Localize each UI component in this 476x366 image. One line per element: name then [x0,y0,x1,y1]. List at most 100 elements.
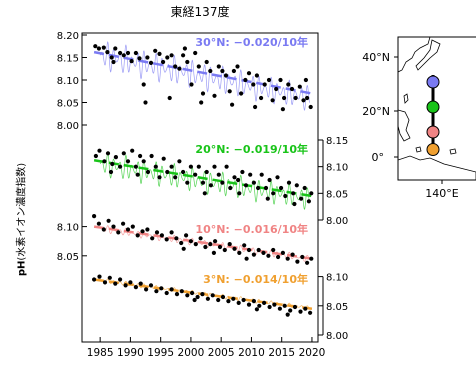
seasonal-cycle-line-0 [99,41,310,111]
map-land-japan [415,39,441,71]
data-point [105,50,110,55]
data-point [308,104,313,110]
data-point [203,244,208,250]
data-point [295,259,300,264]
data-point [121,151,126,156]
data-point [282,95,287,101]
data-point [228,185,233,191]
panel-2: 8.05 8.10 10°N: −0.016/10年 [57,214,314,265]
seasonal-cycle-line-2 [99,225,310,262]
data-point [140,229,145,234]
data-point [231,68,236,74]
data-point [174,236,179,241]
data-point [306,199,311,204]
data-point [174,292,180,297]
data-point [227,89,232,94]
data-point [232,246,237,251]
data-point [282,303,287,308]
data-point [212,93,217,98]
data-point [130,224,135,229]
data-point [173,175,178,180]
data-point [254,307,259,312]
data-point [216,297,221,303]
data-point [192,297,197,303]
data-point [254,73,259,78]
data-point [102,280,108,285]
data-point [200,91,206,96]
data-point [200,292,205,297]
data-point [213,239,218,244]
data-point [222,247,227,253]
y-tick-label: 8.05 [57,99,79,110]
data-point [300,254,305,260]
data-point [216,172,221,177]
data-point [251,299,256,304]
panel-1: 8.00 8.05 8.10 8.15 20°N: −0.019/10年 [93,136,348,227]
y-tick-label: 8.15 [326,136,348,147]
data-point [106,218,111,223]
data-point [198,236,203,241]
data-point [148,283,154,288]
plot-frame [81,32,319,343]
x-tick-label: 2015 [268,347,295,359]
data-point [173,64,178,69]
y-tick-label: 8.05 [326,302,348,313]
data-point [161,59,166,65]
data-point [289,86,295,92]
data-point [243,183,249,188]
data-point [230,102,235,107]
data-point [141,82,146,87]
data-point [181,53,186,58]
data-point [149,153,154,159]
y-tick-label: 8.05 [57,252,79,263]
data-point [193,172,198,177]
data-point [285,256,290,261]
data-point [276,254,281,260]
data-point [125,159,131,164]
data-point [302,185,307,191]
data-point [211,250,216,255]
data-point [271,247,276,253]
data-point [235,64,240,69]
data-point [179,289,184,294]
data-point [242,243,247,248]
map-lat-label-0: 0° [372,151,385,164]
map-land-islands [415,146,457,155]
data-point [299,196,304,201]
data-point [303,77,308,83]
data-point [164,237,169,242]
data-point [294,183,299,188]
data-point [159,286,164,291]
data-point [188,239,193,244]
data-point [150,236,155,241]
data-point [204,59,209,65]
data-point [92,277,97,282]
data-point [237,250,242,255]
x-tick-label: 1995 [147,347,174,359]
map-lon-label-140: 140°E [425,187,458,200]
data-point [144,287,149,292]
data-point [108,169,114,175]
data-point [262,82,267,87]
data-point [153,48,158,53]
station-marker-0 [426,75,440,89]
y-tick-label: 8.00 [57,121,79,132]
series-panels: 8.008.058.108.158.20 30°N: −0.020/10年8.00… [57,31,349,342]
data-point [153,164,158,169]
data-point [154,230,160,235]
data-point [259,172,264,177]
data-point [309,256,314,261]
panel-3: 8.00 8.05 8.10 3°N: −0.014/10年 [92,272,348,342]
data-point [179,240,184,246]
data-point [297,84,302,89]
data-point [278,77,283,83]
data-point [262,300,267,305]
data-point [113,46,118,51]
data-point [135,233,140,238]
y-tick-label: 8.10 [326,163,348,174]
data-point [125,50,131,56]
data-point [121,53,126,58]
data-point [286,180,292,185]
data-point [185,59,190,65]
x-tick-label: 2010 [238,347,265,359]
